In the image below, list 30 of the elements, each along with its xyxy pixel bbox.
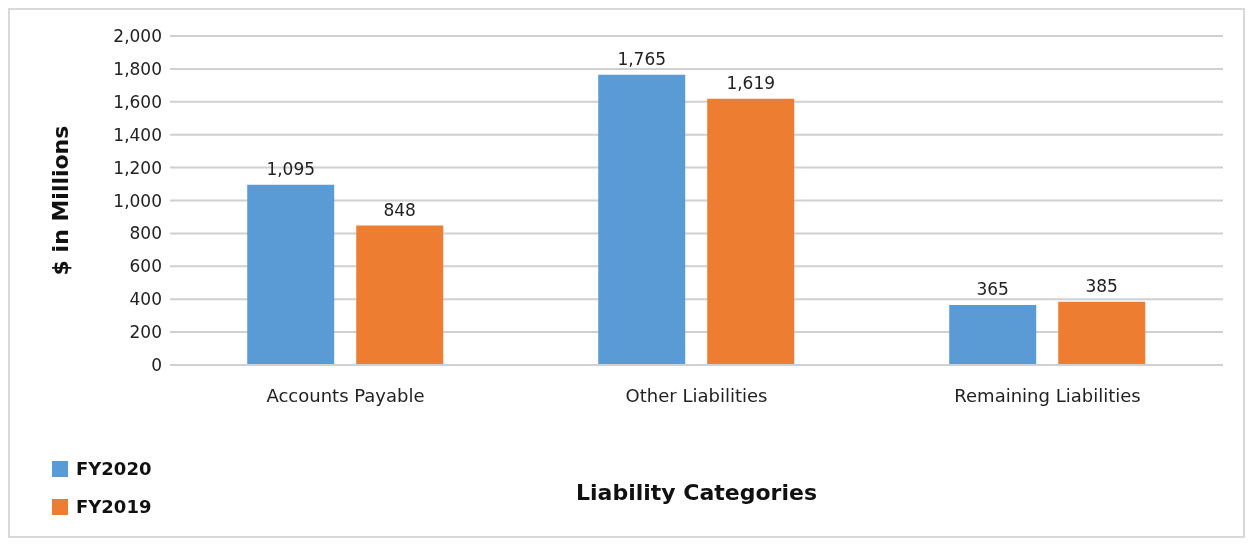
y-tick-label: 1,400	[113, 124, 162, 145]
data-label: 848	[383, 199, 416, 220]
y-tick-label: 600	[129, 256, 162, 277]
legend-label: FY2020	[76, 457, 152, 481]
bar	[949, 304, 1037, 365]
bar	[1058, 301, 1146, 365]
bar	[247, 184, 335, 365]
data-label: 1,095	[266, 158, 316, 179]
data-label: 1,619	[726, 72, 776, 93]
x-axis-title: Liability Categories	[576, 480, 817, 505]
legend-label: FY2019	[76, 495, 152, 519]
data-label: 385	[1085, 275, 1118, 296]
y-tick-label: 1,600	[113, 91, 162, 112]
y-tick-label: 2,000	[113, 26, 162, 47]
y-tick-label: 0	[151, 355, 162, 376]
data-label: 1,765	[617, 48, 667, 69]
bar	[356, 225, 444, 365]
x-tick-label: Remaining Liabilities	[954, 384, 1141, 406]
x-tick-label: Other Liabilities	[625, 384, 768, 406]
bar	[598, 74, 686, 365]
y-axis-title: $ in Millions	[47, 125, 73, 276]
data-label: 365	[976, 278, 1009, 299]
y-tick-label: 800	[129, 223, 162, 244]
x-tick-label: Accounts Payable	[266, 384, 425, 406]
y-tick-label: 1,000	[113, 190, 162, 211]
y-tick-label: 400	[129, 289, 162, 310]
y-tick-label: 1,200	[113, 157, 162, 178]
y-tick-label: 200	[129, 322, 162, 343]
y-tick-label: 1,800	[113, 58, 162, 79]
bar	[707, 98, 795, 365]
